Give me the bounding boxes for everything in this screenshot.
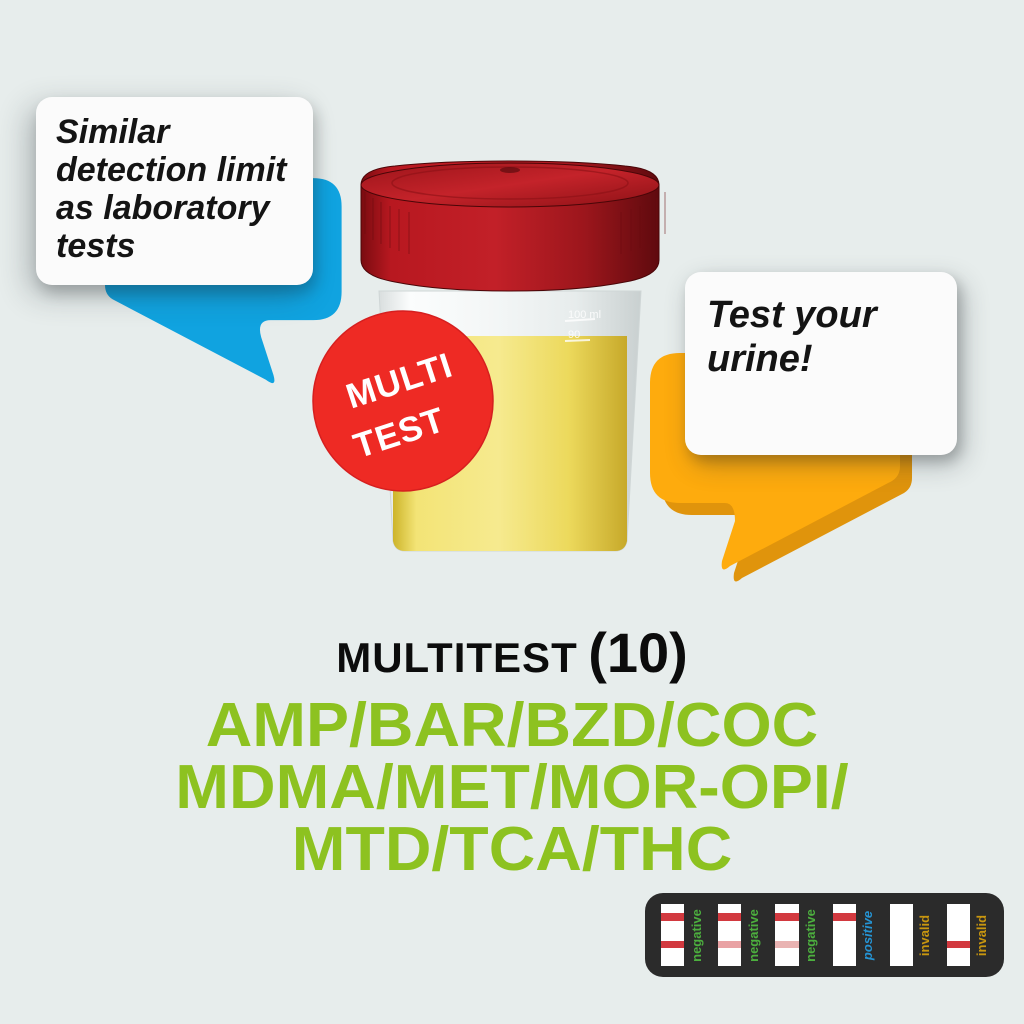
svg-text:90: 90 [568, 329, 580, 341]
svg-text:100 ml: 100 ml [568, 309, 601, 321]
